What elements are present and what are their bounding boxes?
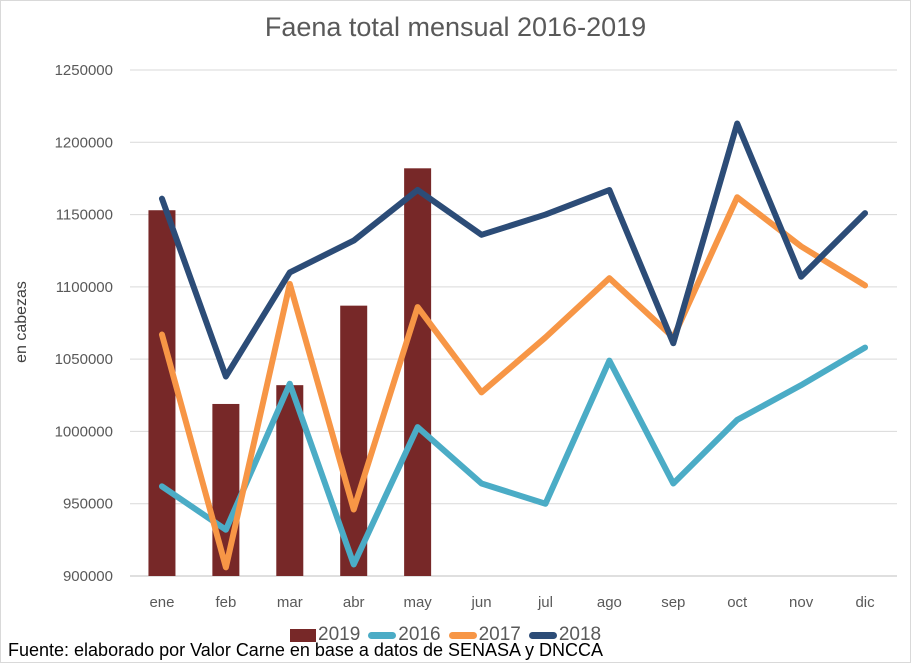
x-tick-label: sep <box>661 594 685 611</box>
y-tick-label: 900000 <box>63 568 113 585</box>
legend-label: 2016 <box>398 624 441 645</box>
legend: 2019 2016 2017 2018 <box>290 624 601 646</box>
bar-2019-ene <box>148 210 176 576</box>
y-tick-label: 1000000 <box>55 423 113 440</box>
y-tick-label: 1250000 <box>55 62 113 79</box>
y-tick-label: 1100000 <box>56 279 113 296</box>
line-series-2016 <box>158 344 869 568</box>
legend-item-2017: 2017 <box>448 624 521 646</box>
legend-item-2019: 2019 <box>290 624 360 646</box>
x-tick-label: mar <box>277 594 303 611</box>
x-tick-label: ene <box>149 594 174 611</box>
x-tick-label: jun <box>471 594 492 611</box>
legend-swatch <box>528 631 557 639</box>
chart-title: Faena total mensual 2016-2019 <box>264 12 647 42</box>
y-tick-label: 1050000 <box>55 351 113 368</box>
line-series-2017 <box>158 194 869 571</box>
legend-swatch <box>290 628 316 642</box>
legend-label: 2018 <box>558 624 602 645</box>
x-tick-label: ago <box>597 594 622 611</box>
x-tick-label: oct <box>727 594 748 611</box>
x-tick-label: nov <box>789 594 814 611</box>
y-tick-label: 1150000 <box>56 207 113 224</box>
x-tick-label: dic <box>855 594 875 611</box>
source-note: Fuente: elaborado por Valor Carne en bas… <box>8 640 604 660</box>
legend-label: 2017 <box>478 624 521 645</box>
legend-swatch <box>448 631 477 639</box>
x-tick-label: abr <box>343 594 365 611</box>
x-tick-label: jul <box>537 594 553 611</box>
legend-swatch <box>368 631 397 639</box>
x-tick-label: may <box>403 594 432 611</box>
x-tick-label: feb <box>215 594 236 611</box>
bar-2019-feb <box>212 403 240 576</box>
legend-item-2016: 2016 <box>368 624 441 646</box>
legend-item-2018: 2018 <box>528 624 602 646</box>
y-tick-label: 950000 <box>63 496 113 513</box>
bar-2019-may <box>404 168 432 576</box>
legend-label: 2019 <box>318 624 361 645</box>
line-series-2018 <box>158 120 869 380</box>
y-tick-label: 1200000 <box>55 134 113 151</box>
